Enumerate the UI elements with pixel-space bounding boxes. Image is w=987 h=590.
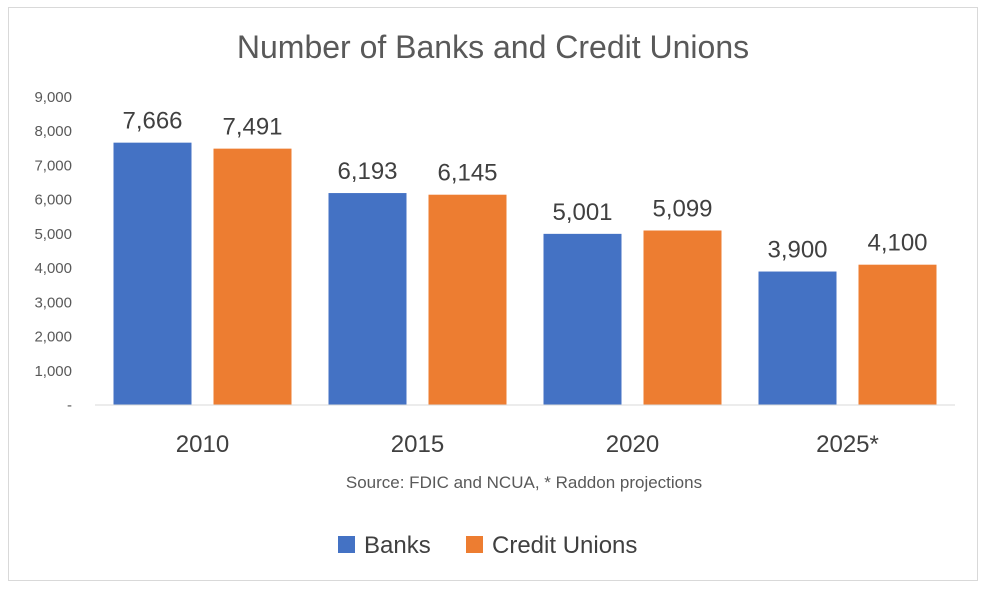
y-tick-label: 6,000 [34,192,72,209]
bar-credit-unions [643,230,722,405]
data-label: 6,193 [337,158,397,185]
chart-title: Number of Banks and Credit Unions [237,29,749,65]
bars: 7,666 6,193 5,001 3,900 7,491 6,145 5,099 4,100 [113,108,937,405]
x-axis: 2010 2015 2020 2025* [176,431,879,458]
y-tick-label: 9,000 [34,89,72,106]
data-label: 7,666 [122,108,182,135]
y-tick-label: 5,000 [34,226,72,243]
bar-credit-unions [213,148,292,405]
y-tick-label: 1,000 [34,363,72,380]
bar-banks [113,142,192,405]
data-label: 3,900 [767,237,827,264]
y-tick-label: 4,000 [34,260,72,277]
y-tick-label: 3,000 [34,294,72,311]
bar-banks [543,233,622,405]
legend-swatch [338,536,355,553]
y-tick-label: - [67,397,72,414]
y-axis: - 1,000 2,000 3,000 4,000 5,000 6,000 7,000 8,00… [34,89,72,414]
legend-swatch [466,536,483,553]
data-label: 5,001 [552,199,612,226]
x-tick-label: 2015 [391,431,444,458]
data-label: 7,491 [222,114,282,141]
x-tick-label: 2025* [816,431,879,458]
legend: Banks Credit Unions [338,532,637,559]
x-tick-label: 2020 [606,431,659,458]
y-tick-label: 7,000 [34,157,72,174]
data-label: 5,099 [652,196,712,223]
bar-banks [758,271,837,405]
y-tick-label: 2,000 [34,329,72,346]
data-label: 4,100 [867,230,927,257]
source-note: Source: FDIC and NCUA, * Raddon projecti… [346,473,702,492]
bar-credit-unions [858,264,937,405]
x-tick-label: 2010 [176,431,229,458]
y-tick-label: 8,000 [34,123,72,140]
data-label: 6,145 [437,160,497,187]
legend-label: Credit Unions [492,532,637,559]
bar-banks [328,193,407,405]
legend-label: Banks [364,532,431,559]
bar-credit-unions [428,194,507,405]
